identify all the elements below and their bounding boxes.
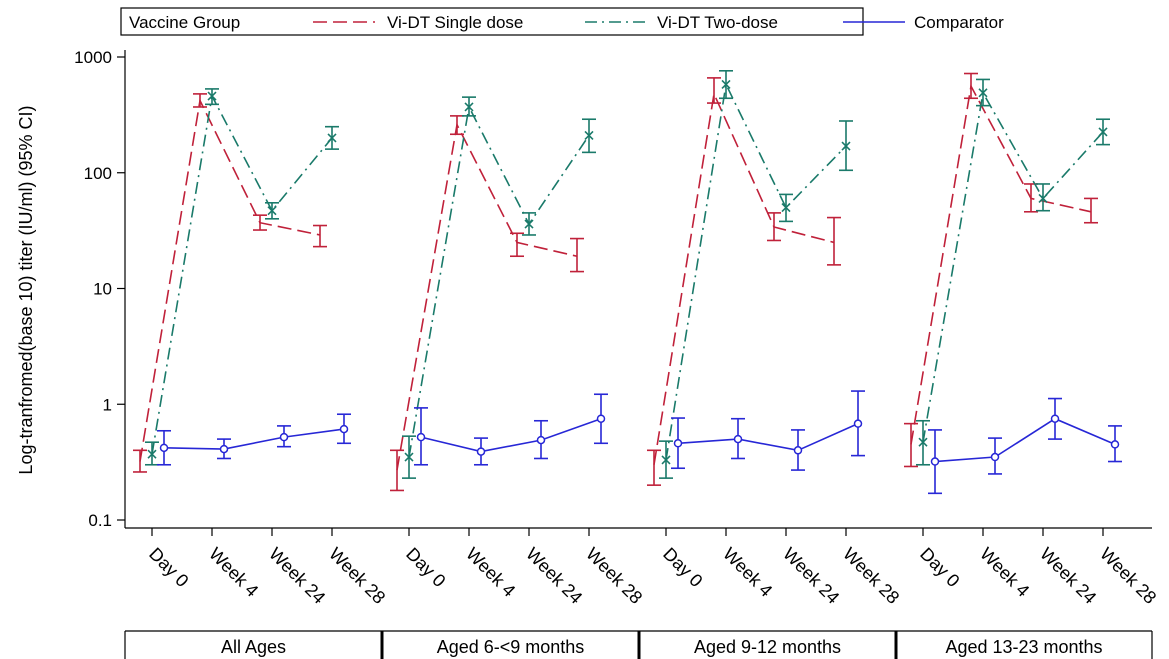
x-tick-label: Week 24 <box>1036 544 1100 608</box>
y-tick-label: 1 <box>103 395 112 414</box>
data-point <box>416 432 426 442</box>
data-point <box>476 447 486 456</box>
data-point <box>1050 414 1060 423</box>
x-tick-label: Week 24 <box>522 544 586 608</box>
data-point <box>464 102 474 112</box>
data-point <box>661 455 671 465</box>
x-tick-label: Week 4 <box>719 544 776 601</box>
data-point <box>219 444 229 454</box>
series-line <box>934 417 1116 463</box>
group-strip: All Ages Aged 6-<9 months Aged 9-12 months… <box>124 630 1153 659</box>
data-point <box>781 203 791 213</box>
data-point <box>327 133 337 143</box>
series-line <box>163 428 345 450</box>
group-label: Aged 13-23 months <box>945 637 1102 657</box>
data-point <box>524 219 534 229</box>
data-point <box>978 88 988 98</box>
x-tick-label: Day 0 <box>916 544 963 591</box>
x-tick-label: Day 0 <box>402 544 449 591</box>
data-point <box>339 424 349 434</box>
x-tick-label: Week 4 <box>462 544 519 601</box>
group-label: All Ages <box>221 637 286 657</box>
x-tick-label: Week 28 <box>325 544 389 608</box>
x-tick-label: Week 28 <box>1096 544 1160 608</box>
x-tick-label: Week 28 <box>839 544 903 608</box>
data-point <box>1098 127 1108 137</box>
data-point <box>673 439 683 448</box>
legend-items: Vi-DT Single dose Vi-DT Two-dose Comparato… <box>313 13 1004 32</box>
series-line <box>665 81 847 461</box>
data-point <box>990 452 1000 462</box>
series-line <box>910 83 1092 445</box>
legend-title: Vaccine Group <box>129 13 240 32</box>
series-line <box>420 417 602 453</box>
legend-label-2: Comparator <box>914 13 1004 32</box>
y-ticks: 0.1 1 10 100 1000 <box>74 48 125 530</box>
x-tick-label: Week 28 <box>582 544 646 608</box>
x-tick-label: Week 24 <box>779 544 843 608</box>
data-point <box>918 437 928 447</box>
x-tick-label: Week 24 <box>265 544 329 608</box>
data-point <box>793 446 803 455</box>
y-tick-label: 100 <box>84 164 112 183</box>
y-tick-label: 10 <box>93 280 112 299</box>
x-tick-label: Day 0 <box>145 544 192 591</box>
series-line <box>151 93 333 455</box>
x-tick-label: Week 4 <box>976 544 1033 601</box>
data-point <box>596 414 606 423</box>
data-point <box>853 419 863 428</box>
data-point <box>159 443 169 453</box>
series-2 <box>157 390 1122 495</box>
data-point <box>1110 440 1120 449</box>
group-label: Aged 9-12 months <box>694 637 841 657</box>
series-0 <box>133 72 1098 492</box>
legend-label-0: Vi-DT Single dose <box>387 13 523 32</box>
data-point <box>207 91 217 101</box>
legend-label-1: Vi-DT Two-dose <box>657 13 778 32</box>
series-line <box>677 422 859 452</box>
data-point <box>536 435 546 445</box>
data-point <box>930 457 940 466</box>
data-point <box>721 79 731 89</box>
y-tick-label: 0.1 <box>88 511 112 530</box>
series-line <box>653 91 835 465</box>
series-line <box>396 122 578 471</box>
x-tick-label: Day 0 <box>659 544 706 591</box>
group-label: Aged 6-<9 months <box>437 637 585 657</box>
data-point <box>147 449 157 459</box>
y-axis-title: Log-tranfromed(base 10) titer (IU/ml) (9… <box>16 105 36 474</box>
x-tick-label: Week 4 <box>205 544 262 601</box>
data-point <box>279 432 289 442</box>
series-line <box>139 98 321 462</box>
data-point <box>841 141 851 151</box>
data-point <box>267 206 277 216</box>
data-point <box>733 434 743 444</box>
legend: Vaccine Group Vi-DT Single dose Vi-DT Two… <box>120 7 1004 36</box>
series-1 <box>145 69 1110 479</box>
data-point <box>1038 193 1048 203</box>
plot-area <box>133 69 1122 495</box>
series-line <box>408 104 590 458</box>
series-line <box>922 90 1104 443</box>
y-tick-label: 1000 <box>74 48 112 67</box>
data-point <box>584 130 594 141</box>
data-point <box>404 452 414 462</box>
